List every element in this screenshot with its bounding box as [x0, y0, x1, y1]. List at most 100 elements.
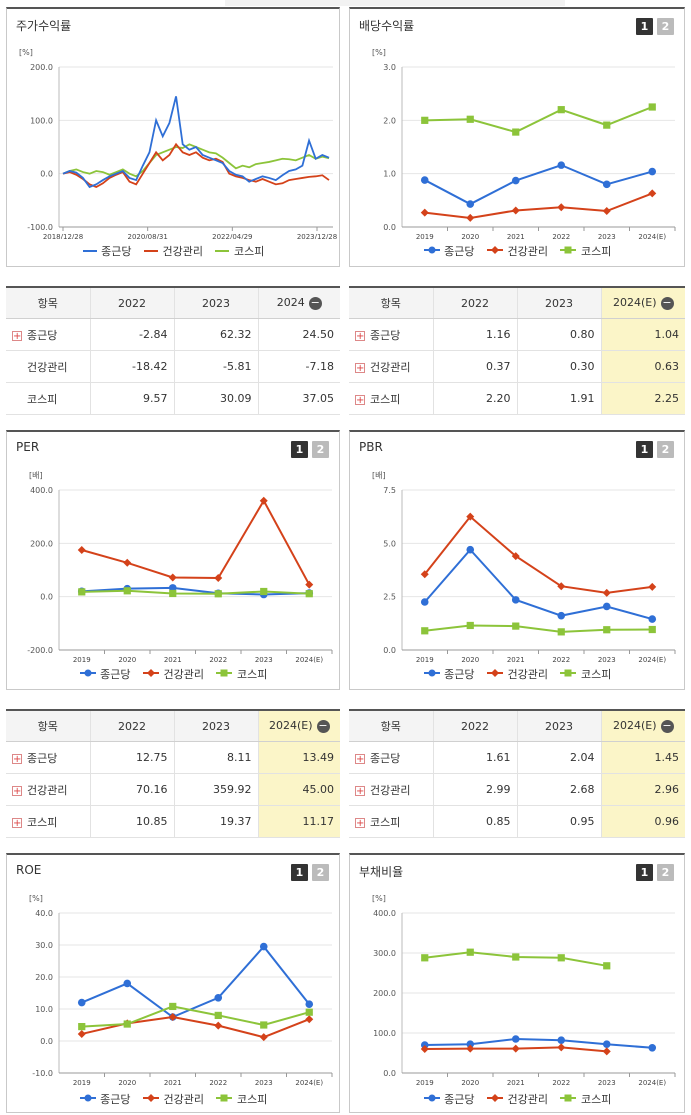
- y-tick-label: 100.0: [373, 1029, 396, 1038]
- legend-item-jongkundang[interactable]: 종근당: [423, 666, 475, 682]
- expand-plus-icon[interactable]: +: [355, 753, 365, 765]
- value-cell: 0.30: [516, 350, 601, 383]
- data-point-diamond: [466, 1044, 475, 1053]
- y-tick-label: -100.0: [27, 223, 53, 232]
- y-tick-label: 0.0: [40, 1037, 53, 1046]
- toggle-button-1[interactable]: 1: [636, 18, 653, 35]
- toggle-button-1[interactable]: 1: [291, 441, 308, 458]
- x-tick-label: 2023/12/28: [297, 233, 337, 239]
- y-tick-label: 400.0: [30, 486, 53, 495]
- row-label-cell[interactable]: + 건강관리: [6, 773, 90, 806]
- legend-item-kospi[interactable]: 코스피: [559, 1091, 611, 1107]
- row-label-cell[interactable]: + 건강관리: [349, 773, 433, 806]
- legend-item-health[interactable]: 건강관리: [486, 1091, 548, 1107]
- legend-item-jongkundang[interactable]: 종근당: [79, 666, 131, 682]
- expand-plus-icon[interactable]: +: [12, 753, 22, 765]
- legend-item-jongkundang[interactable]: 종근당: [79, 1091, 131, 1107]
- row-label-cell[interactable]: + 종근당: [6, 318, 90, 351]
- data-point-diamond: [466, 512, 475, 521]
- row-label-cell: 건강관리: [6, 350, 90, 383]
- expand-plus-icon[interactable]: +: [12, 817, 22, 829]
- roe-chart: [%] 40.0 30.0 20.0 10.0 0.0 -10.0 2019 2020 2021 2…: [29, 894, 333, 1087]
- row-label-cell[interactable]: + 종근당: [349, 318, 433, 351]
- x-tick-label: 2021: [507, 1079, 525, 1087]
- legend-item-kospi[interactable]: 코스피: [215, 666, 267, 682]
- row-label: 건강관리: [370, 783, 411, 797]
- expand-plus-icon[interactable]: +: [355, 785, 365, 797]
- legend-item-kospi[interactable]: 코스피: [214, 243, 264, 259]
- data-point-diamond: [305, 1015, 314, 1024]
- chart-legend: 종근당 건강관리 코스피: [350, 1091, 684, 1107]
- toggle-button-2[interactable]: 2: [312, 864, 329, 881]
- expand-plus-icon[interactable]: +: [355, 817, 365, 829]
- toggle-button-2[interactable]: 2: [657, 864, 674, 881]
- data-point-square: [512, 953, 520, 961]
- toggle-button-1[interactable]: 1: [636, 441, 653, 458]
- data-point-square: [78, 588, 86, 596]
- row-label: 코스피: [370, 392, 401, 406]
- data-point-square: [421, 116, 429, 124]
- row-label-cell[interactable]: + 코스피: [6, 805, 90, 838]
- row-label-cell[interactable]: + 코스피: [349, 805, 433, 838]
- data-point-circle: [648, 615, 657, 623]
- table-row: + 코스피 0.85 0.95 0.96: [349, 805, 685, 838]
- y-tick-label: 7.5: [383, 486, 396, 495]
- legend-item-jongkundang[interactable]: 종근당: [423, 1091, 475, 1107]
- series-line: [81, 945, 311, 1019]
- value-cell: 2.20: [432, 382, 517, 415]
- toggle-button-2[interactable]: 2: [657, 441, 674, 458]
- row-label-cell[interactable]: + 코스피: [349, 382, 433, 415]
- expand-plus-icon[interactable]: +: [12, 785, 22, 797]
- legend-item-health[interactable]: 건강관리: [142, 1091, 204, 1107]
- legend-item-jongkundang[interactable]: 종근당: [82, 243, 132, 259]
- header-cell: 항목: [6, 709, 90, 742]
- data-point-square: [466, 621, 474, 630]
- legend-item-kospi[interactable]: 코스피: [559, 666, 611, 682]
- series-line: [62, 96, 330, 189]
- row-label: 건강관리: [370, 360, 411, 374]
- x-tick-label: 2022: [552, 233, 570, 241]
- data-point-diamond: [420, 208, 429, 217]
- legend-item-health[interactable]: 건강관리: [486, 666, 548, 682]
- table-row: + 건강관리 70.16 359.92 45.00: [6, 773, 340, 806]
- legend-item-kospi[interactable]: 코스피: [559, 243, 611, 259]
- data-point-circle: [602, 1040, 611, 1048]
- toggle-button-2[interactable]: 2: [312, 441, 329, 458]
- debt-ratio-chart: [%] 400.0 300.0 200.0 100.0 0.0 2019 2020 2021 20…: [372, 894, 676, 1087]
- data-point-diamond: [214, 573, 223, 582]
- x-tick-label: 2023: [598, 1079, 616, 1087]
- panel-title: PBR: [359, 440, 383, 454]
- legend-diamond-icon: [143, 669, 159, 677]
- row-label-cell[interactable]: + 종근당: [349, 741, 433, 774]
- collapse-icon[interactable]: −: [308, 295, 322, 310]
- legend-item-kospi[interactable]: 코스피: [215, 1091, 267, 1107]
- legend-item-health[interactable]: 건강관리: [143, 243, 203, 259]
- expand-plus-icon[interactable]: +: [355, 394, 365, 406]
- legend-item-jongkundang[interactable]: 종근당: [423, 243, 475, 259]
- data-point-diamond: [602, 1047, 611, 1056]
- expand-plus-icon[interactable]: +: [355, 362, 365, 374]
- toggle-button-2[interactable]: 2: [657, 18, 674, 35]
- expand-plus-icon[interactable]: +: [12, 330, 22, 342]
- y-tick-label: 200.0: [373, 989, 396, 998]
- data-point-square: [557, 628, 565, 636]
- legend-item-health[interactable]: 건강관리: [486, 243, 548, 259]
- toggle-button-1[interactable]: 1: [636, 864, 653, 881]
- legend-item-health[interactable]: 건강관리: [142, 666, 204, 682]
- expand-plus-icon[interactable]: +: [355, 330, 365, 342]
- legend-line-icon: [215, 250, 230, 252]
- collapse-icon[interactable]: −: [316, 718, 330, 733]
- x-tick-label: 2020: [118, 1079, 136, 1087]
- y-tick-label: 300.0: [373, 949, 396, 958]
- toggle-button-1[interactable]: 1: [291, 864, 308, 881]
- series-line: [81, 1005, 310, 1028]
- collapse-icon[interactable]: −: [660, 295, 674, 310]
- row-label-cell[interactable]: + 건강관리: [349, 350, 433, 383]
- collapse-icon[interactable]: −: [660, 718, 674, 733]
- legend-diamond-icon: [487, 246, 503, 254]
- row-label-cell[interactable]: + 종근당: [6, 741, 90, 774]
- data-point-circle: [420, 176, 429, 184]
- value-cell: 24.50: [257, 318, 340, 351]
